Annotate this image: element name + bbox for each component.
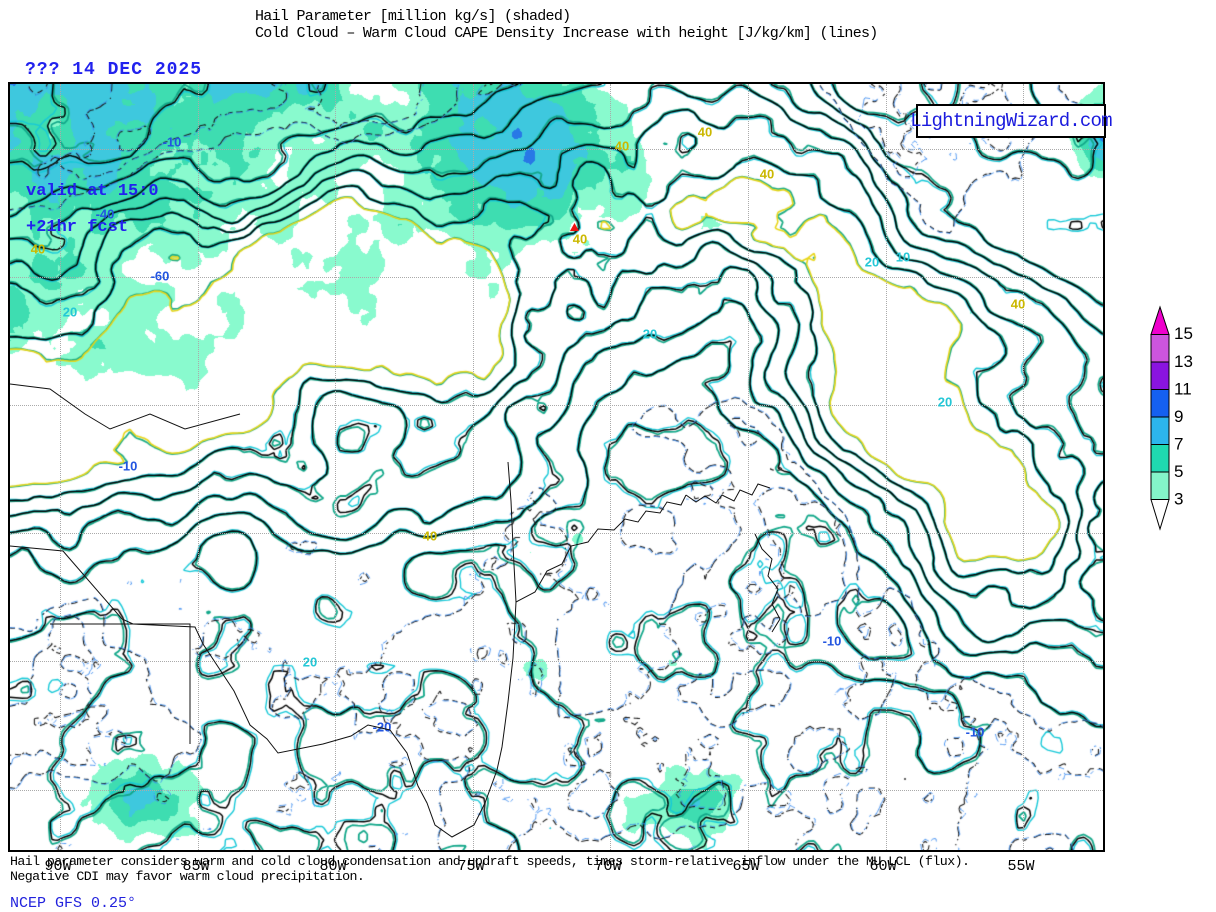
svg-text:7: 7 bbox=[1174, 435, 1183, 454]
svg-text:5: 5 bbox=[1174, 462, 1183, 481]
svg-text:11: 11 bbox=[1174, 380, 1192, 399]
svg-text:15: 15 bbox=[1174, 324, 1193, 343]
svg-text:9: 9 bbox=[1174, 407, 1183, 426]
svg-text:3: 3 bbox=[1174, 490, 1183, 509]
svg-text:13: 13 bbox=[1174, 352, 1193, 371]
